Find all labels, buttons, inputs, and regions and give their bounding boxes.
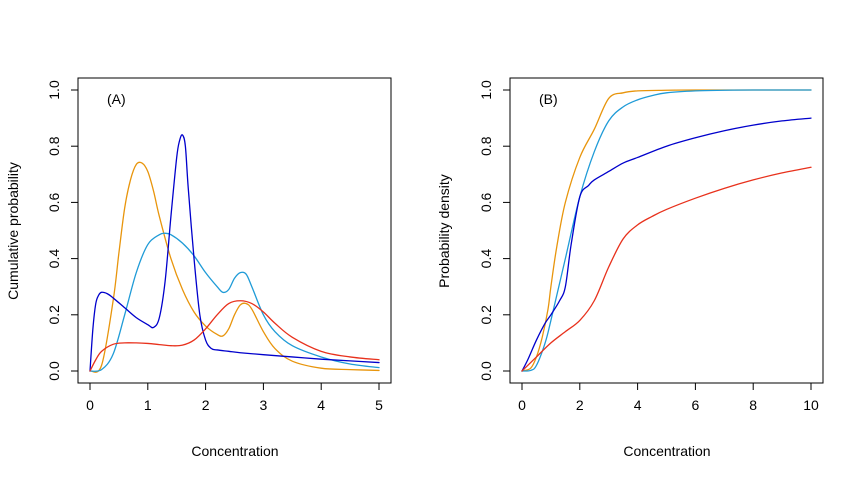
plot-frame: [77, 77, 392, 384]
x-tick-label: 2: [202, 397, 210, 413]
y-tick-label: 0.2: [478, 305, 494, 325]
panel-annotation: (B): [539, 91, 558, 107]
x-axis-label: Concentration: [623, 443, 710, 459]
x-tick-label: 8: [749, 397, 757, 413]
series-lines: [89, 134, 380, 373]
x-axis-label: Concentration: [191, 443, 278, 459]
series-line: [89, 134, 380, 372]
y-tick-label: 0.6: [46, 192, 62, 212]
y-tick-label: 0.4: [46, 249, 62, 269]
panel-b: (B) Concentration Probability density 0 2…: [436, 77, 824, 459]
axis-ticks: 0 1 2 3 4 5 0.0 0.2 0.4 0.6 0.8 1.0: [46, 80, 383, 413]
y-tick-label: 1.0: [46, 80, 62, 100]
y-tick-label: 0.8: [46, 136, 62, 156]
x-tick-label: 4: [634, 397, 642, 413]
series-line: [521, 89, 812, 372]
series-lines: [521, 89, 812, 372]
x-tick-label: 2: [576, 397, 584, 413]
x-tick-label: 10: [803, 397, 819, 413]
x-tick-label: 0: [518, 397, 526, 413]
y-tick-label: 0.0: [478, 361, 494, 381]
y-tick-label: 0.6: [478, 192, 494, 212]
y-tick-label: 0.4: [478, 249, 494, 269]
series-line: [521, 166, 812, 372]
x-tick-label: 0: [86, 397, 94, 413]
series-line: [89, 300, 380, 372]
y-axis-label: Probability density: [436, 174, 452, 288]
y-tick-label: 1.0: [478, 80, 494, 100]
plot-frame: [509, 77, 824, 384]
series-line: [521, 117, 812, 372]
x-tick-label: 5: [375, 397, 383, 413]
panel-annotation: (A): [107, 91, 126, 107]
y-tick-label: 0.8: [478, 136, 494, 156]
series-line: [89, 232, 380, 372]
y-axis-label: Cumulative probability: [5, 162, 21, 300]
axis-ticks: 0 2 4 6 8 10 0.0 0.2 0.4 0.6 0.8 1.0: [478, 80, 819, 413]
y-tick-label: 0.2: [46, 305, 62, 325]
series-line: [89, 161, 380, 373]
panel-a: (A) Concentration Cumulative probability…: [5, 77, 392, 459]
x-tick-label: 4: [317, 397, 325, 413]
series-line: [521, 89, 812, 372]
y-tick-label: 0.0: [46, 361, 62, 381]
x-tick-label: 6: [692, 397, 700, 413]
x-tick-label: 3: [260, 397, 268, 413]
x-tick-label: 1: [144, 397, 152, 413]
